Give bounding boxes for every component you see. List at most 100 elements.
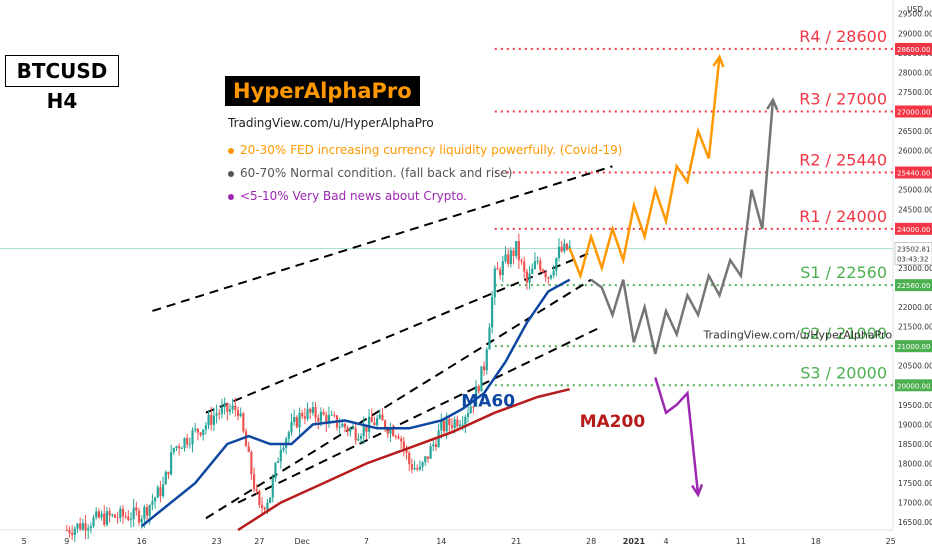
y-tick-label: 25000.00 bbox=[898, 186, 932, 195]
y-tick-label: 18500.00 bbox=[898, 440, 932, 449]
price-axis[interactable] bbox=[893, 0, 932, 550]
candle-body bbox=[178, 446, 181, 449]
candle-body bbox=[322, 412, 325, 415]
author-link[interactable]: TradingView.com/u/HyperAlphaPro bbox=[228, 116, 434, 130]
x-tick-label: 9 bbox=[64, 537, 69, 546]
channel-line bbox=[205, 251, 592, 414]
channel-line bbox=[152, 165, 613, 312]
candle-body bbox=[279, 450, 282, 462]
candle-body bbox=[461, 424, 464, 426]
candle-body bbox=[464, 416, 467, 425]
candle-body bbox=[448, 418, 451, 426]
candle-body bbox=[424, 456, 427, 463]
candle-body bbox=[210, 414, 213, 425]
y-tick-label: 19000.00 bbox=[898, 420, 932, 429]
candle-body bbox=[405, 448, 408, 453]
level-price-label: 24000.00 bbox=[897, 226, 930, 234]
candle-body bbox=[199, 432, 202, 436]
y-tick-label: 16500.00 bbox=[898, 518, 932, 527]
candle-body bbox=[212, 415, 216, 425]
candle-body bbox=[108, 511, 111, 516]
candle-body bbox=[290, 421, 293, 433]
candle-body bbox=[236, 410, 240, 417]
candle-body bbox=[378, 414, 381, 419]
candle-body bbox=[164, 471, 167, 485]
candle-body bbox=[282, 447, 285, 451]
candle-body bbox=[311, 407, 314, 413]
scenario-text: 20-30% FED increasing currency liquidity… bbox=[240, 143, 623, 157]
candle-body bbox=[116, 517, 119, 519]
candle-body bbox=[220, 406, 224, 414]
candle-body bbox=[362, 425, 365, 437]
candle-body bbox=[370, 416, 373, 423]
candle-body bbox=[394, 436, 397, 438]
candle-body bbox=[469, 406, 472, 414]
candle-body bbox=[188, 444, 191, 446]
y-tick-label: 26000.00 bbox=[898, 147, 932, 156]
candle-body bbox=[517, 241, 520, 261]
x-tick-label: 14 bbox=[436, 537, 446, 546]
candle-body bbox=[365, 425, 368, 432]
candle-body bbox=[525, 271, 528, 283]
y-tick-label: 27500.00 bbox=[898, 88, 932, 97]
channel-line bbox=[205, 278, 592, 520]
x-tick-label: 5 bbox=[21, 537, 26, 546]
scenario-legend-1: 20-30% FED increasing currency liquidity… bbox=[228, 143, 622, 157]
level-price-tag bbox=[895, 166, 932, 179]
y-tick-label: 19500.00 bbox=[898, 401, 932, 410]
candle-body bbox=[557, 246, 561, 259]
brand-logo-text: HyperAlphaPro bbox=[225, 76, 420, 106]
candle-body bbox=[143, 507, 146, 520]
candle-body bbox=[223, 403, 226, 407]
candle-body bbox=[373, 422, 376, 426]
candle-body bbox=[68, 530, 71, 534]
scenario-text: <5-10% Very Bad news about Crypto. bbox=[240, 189, 468, 203]
candle-body bbox=[341, 423, 344, 427]
level-price-tag bbox=[895, 379, 932, 392]
candle-body bbox=[242, 413, 245, 432]
level-price-label: 28600.00 bbox=[897, 46, 930, 54]
candle-body bbox=[84, 523, 87, 531]
candle-body bbox=[269, 497, 272, 503]
candle-body bbox=[100, 513, 103, 518]
level-name: S1 / 22560 bbox=[800, 263, 887, 282]
candle-body bbox=[338, 426, 341, 428]
candle-body bbox=[376, 418, 379, 426]
projection-purple-arrowhead bbox=[691, 484, 704, 498]
candle-body bbox=[271, 478, 274, 498]
candle-body bbox=[416, 468, 419, 470]
candle-body bbox=[314, 407, 317, 418]
candle-body bbox=[429, 446, 432, 459]
candle-body bbox=[180, 447, 183, 449]
candle-body bbox=[226, 403, 229, 412]
ma200-label: MA200 bbox=[580, 412, 646, 432]
orange-dot-icon bbox=[228, 147, 234, 154]
candle-body bbox=[319, 412, 323, 422]
candle-body bbox=[175, 446, 178, 448]
candle-body bbox=[402, 441, 405, 449]
scenario-text: 60-70% Normal condition. (fall back and … bbox=[240, 166, 513, 180]
candle-body bbox=[485, 349, 488, 371]
candle-body bbox=[547, 277, 550, 279]
candle-body bbox=[552, 270, 555, 276]
candle-body bbox=[156, 487, 159, 498]
x-tick-label: 27 bbox=[254, 537, 264, 546]
candle-body bbox=[317, 417, 320, 422]
candle-body bbox=[145, 507, 149, 516]
candle-body bbox=[563, 243, 566, 252]
candle-body bbox=[386, 429, 389, 434]
candle-body bbox=[129, 519, 133, 521]
candle-body bbox=[295, 417, 298, 428]
candle-body bbox=[442, 420, 446, 432]
candle-body bbox=[536, 260, 539, 262]
y-tick-label: 24500.00 bbox=[898, 205, 932, 214]
candle-body bbox=[560, 246, 563, 252]
candle-body bbox=[81, 523, 84, 530]
candle-body bbox=[194, 428, 197, 431]
y-tick-label: 17000.00 bbox=[898, 499, 932, 508]
candle-body bbox=[453, 419, 456, 428]
x-tick-label: 28 bbox=[586, 537, 596, 546]
ma60-line bbox=[140, 278, 571, 528]
candle-body bbox=[95, 511, 98, 518]
projection-orange-arrowhead bbox=[712, 54, 725, 68]
